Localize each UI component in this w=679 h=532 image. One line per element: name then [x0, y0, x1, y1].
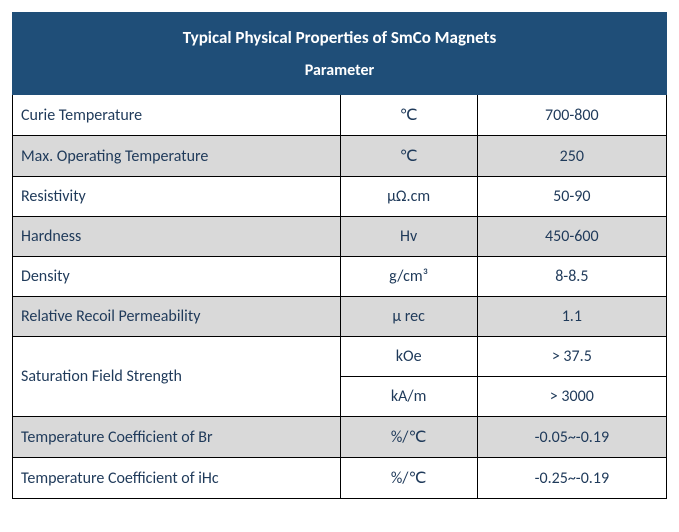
param-unit: Hv [340, 217, 477, 257]
param-value: 50-90 [477, 177, 666, 217]
param-value: 1.1 [477, 297, 666, 337]
param-value: 250 [477, 136, 666, 177]
param-unit: μΩ.cm [340, 177, 477, 217]
param-unit: ℃ [340, 136, 477, 177]
param-value: 700-800 [477, 95, 666, 136]
param-value: 8-8.5 [477, 257, 666, 297]
param-unit: %/℃ [340, 458, 477, 499]
table-title: Typical Physical Properties of SmCo Magn… [13, 13, 667, 55]
param-value: 450-600 [477, 217, 666, 257]
param-unit: %/℃ [340, 417, 477, 458]
param-value: > 37.5 [477, 337, 666, 377]
param-label: Density [13, 257, 341, 297]
param-label: Temperature Coefficient of Br [13, 417, 341, 458]
param-label: Relative Recoil Permeability [13, 297, 341, 337]
param-value: > 3000 [477, 377, 666, 417]
param-value: -0.05~-0.19 [477, 417, 666, 458]
param-unit: g/cm³ [340, 257, 477, 297]
param-label: Resistivity [13, 177, 341, 217]
param-unit: μ rec [340, 297, 477, 337]
param-label: Curie Temperature [13, 95, 341, 136]
table-subtitle: Parameter [13, 55, 667, 95]
param-label: Max. Operating Temperature [13, 136, 341, 177]
param-label: Temperature Coefficient of iHc [13, 458, 341, 499]
properties-table: Typical Physical Properties of SmCo Magn… [12, 12, 667, 499]
param-label: Hardness [13, 217, 341, 257]
param-unit: kOe [340, 337, 477, 377]
param-unit: kA/m [340, 377, 477, 417]
param-unit: ℃ [340, 95, 477, 136]
param-label: Saturation Field Strength [13, 337, 341, 417]
param-value: -0.25~-0.19 [477, 458, 666, 499]
